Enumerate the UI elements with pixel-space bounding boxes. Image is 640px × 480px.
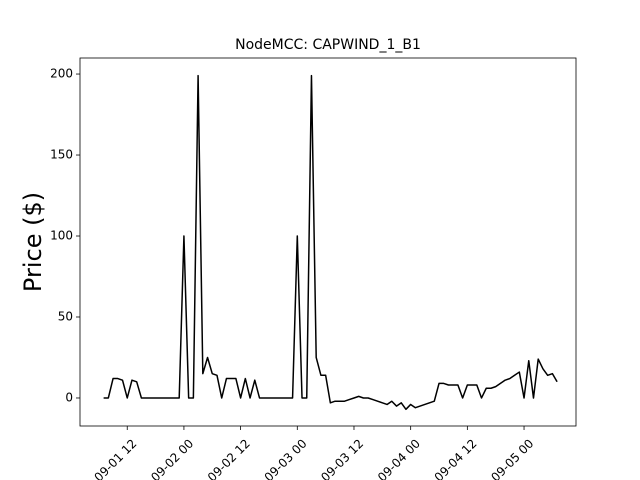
x-tick-label: 09-04 00 xyxy=(375,436,423,480)
y-tick-label: 200 xyxy=(50,67,73,81)
plot-frame xyxy=(79,57,577,427)
x-tick-label: 09-05 00 xyxy=(488,436,536,480)
y-axis-label: Price ($) xyxy=(19,192,47,292)
chart-title: NodeMCC: CAPWIND_1_B1 xyxy=(235,37,421,53)
price-line xyxy=(103,74,558,411)
x-tick-label: 09-02 00 xyxy=(148,436,196,480)
x-tick-label: 09-03 00 xyxy=(262,436,310,480)
x-tick-label: 09-04 12 xyxy=(432,436,480,480)
y-tick-label: 0 xyxy=(65,390,73,404)
x-tick-label: 09-02 12 xyxy=(205,436,253,480)
x-tick-label: 09-03 12 xyxy=(318,436,366,480)
x-tick-label: 09-01 12 xyxy=(92,436,140,480)
y-tick-label: 50 xyxy=(58,309,73,323)
y-tick-label: 100 xyxy=(50,229,73,243)
y-tick-label: 150 xyxy=(50,148,73,162)
